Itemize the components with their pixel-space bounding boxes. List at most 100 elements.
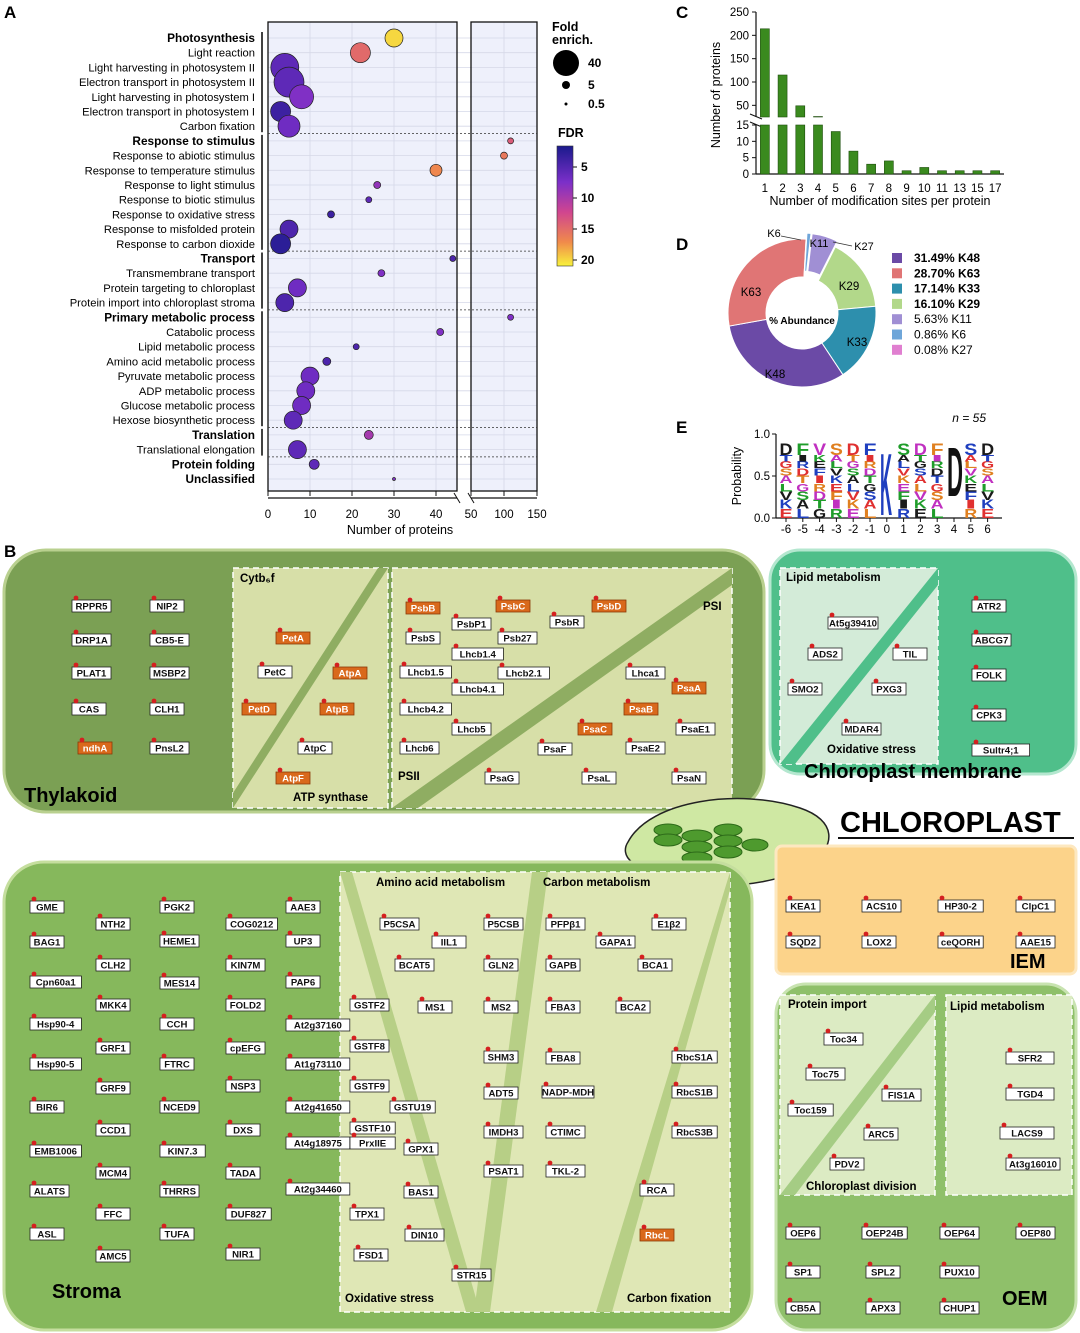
site-marker: [396, 954, 402, 960]
site-marker: [351, 1075, 357, 1081]
logo-letter: I: [964, 498, 977, 512]
site-marker: [894, 643, 900, 649]
color-tick-label: 15: [581, 222, 595, 236]
site-marker: [31, 1223, 37, 1229]
site-marker: [939, 895, 945, 901]
protein-name: PrxIIE: [359, 1139, 387, 1150]
protein-name: RbcL: [645, 1231, 669, 1242]
category-label: Translational elongation: [137, 445, 255, 457]
legend-label: 0.86% K6: [914, 328, 966, 342]
site-marker: [287, 1014, 293, 1020]
logo-letter: R: [897, 506, 911, 521]
bubble: [507, 137, 514, 145]
protein-name: THRRS: [163, 1187, 197, 1198]
protein-box: [1015, 1226, 1056, 1240]
slice-label-k33: K33: [847, 337, 867, 349]
x-tick-label: -1: [865, 524, 875, 536]
protein-box: [937, 899, 984, 913]
protein-box: [399, 665, 452, 679]
site-marker: [161, 896, 167, 902]
protein-name: PsaE1: [681, 725, 710, 736]
protein-name: TIL: [903, 650, 918, 661]
cytb6f-label: Cytb₆f: [240, 573, 275, 585]
bubble: [270, 233, 291, 255]
logo-letter: L: [830, 460, 843, 471]
protein-box: [937, 935, 984, 949]
protein-name: At2g37160: [294, 1021, 342, 1032]
site-marker: [825, 1028, 831, 1034]
site-marker: [151, 698, 157, 704]
protein-name: SHM3: [488, 1053, 515, 1064]
protein-name: Lhcb1.5: [408, 668, 445, 679]
site-marker: [97, 954, 103, 960]
site-marker: [453, 678, 459, 684]
protein-box: [95, 1207, 131, 1221]
site-marker: [97, 1203, 103, 1209]
protein-name: KEA1: [790, 902, 816, 913]
bar: [830, 131, 841, 175]
protein-box: [671, 1050, 718, 1064]
protein-box: [545, 917, 586, 931]
slice-label-k63: K63: [741, 287, 761, 299]
site-marker: [73, 595, 79, 601]
protein-box: [159, 1100, 200, 1114]
protein-box: [881, 1088, 922, 1102]
bubble: [507, 313, 514, 321]
logo-letter: E: [981, 506, 994, 521]
protein-box: [29, 1184, 70, 1198]
logo-letter: V: [897, 468, 910, 479]
site-marker: [485, 913, 491, 919]
protein-name: COG0212: [230, 920, 273, 931]
x-tick-label: -2: [848, 524, 858, 536]
iem-label: IEM: [1010, 951, 1046, 973]
protein-name: CAS: [79, 705, 100, 716]
protein-name: ARC5: [868, 1130, 895, 1141]
bar: [777, 74, 788, 118]
x-tick-label: 6: [984, 524, 990, 536]
protein-name: KIN7.3: [168, 1147, 198, 1158]
logo-letter: E: [897, 482, 911, 494]
protein-box: [623, 702, 659, 716]
x-tick-label: 3: [934, 524, 940, 536]
protein-name: STR15: [457, 1271, 488, 1282]
logo-letter: V: [780, 489, 793, 503]
donut-slice: [803, 238, 807, 278]
protein-box: [497, 666, 550, 680]
protein-name: P5CSB: [488, 920, 520, 931]
logo-letter: F: [864, 440, 877, 459]
site-marker: [161, 1096, 167, 1102]
protein-box: [95, 958, 131, 972]
logo-letter: T: [796, 474, 810, 486]
protein-name: PsbD: [597, 602, 622, 613]
site-marker: [673, 1121, 679, 1127]
protein-box: [865, 1265, 901, 1279]
legend-label: 28.70% K63: [914, 266, 980, 280]
x-tick-label: 15: [971, 183, 984, 195]
protein-name: PsbB: [411, 604, 436, 615]
logo-letter: S: [780, 468, 793, 479]
site-marker: [287, 1053, 293, 1059]
protein-box: [861, 935, 897, 949]
logo-letter: T: [847, 453, 861, 463]
category-label: Protein import into chloroplast stroma: [70, 298, 256, 310]
bar: [866, 163, 876, 175]
protein-box: [159, 1017, 195, 1031]
logo-letter: I: [813, 474, 826, 486]
protein-name: Lhca1: [632, 669, 660, 680]
protein-box: [95, 1166, 131, 1180]
site-marker: [485, 1046, 491, 1052]
protein-box: [349, 1039, 390, 1053]
protein-box: [431, 935, 467, 949]
site-marker: [227, 1037, 233, 1043]
site-marker: [499, 662, 505, 668]
protein-box: [999, 1126, 1055, 1140]
protein-box: [285, 1057, 351, 1071]
data-points: [270, 28, 514, 481]
bubble: [283, 410, 303, 430]
panel-a-chart: Photosynthesis Light reaction Light harves…: [70, 20, 605, 537]
protein-name: PsaF: [544, 745, 567, 756]
protein-box: [865, 1301, 901, 1315]
x-tick-label: -6: [781, 524, 791, 536]
site-marker: [485, 954, 491, 960]
protein-box: [417, 1000, 453, 1014]
